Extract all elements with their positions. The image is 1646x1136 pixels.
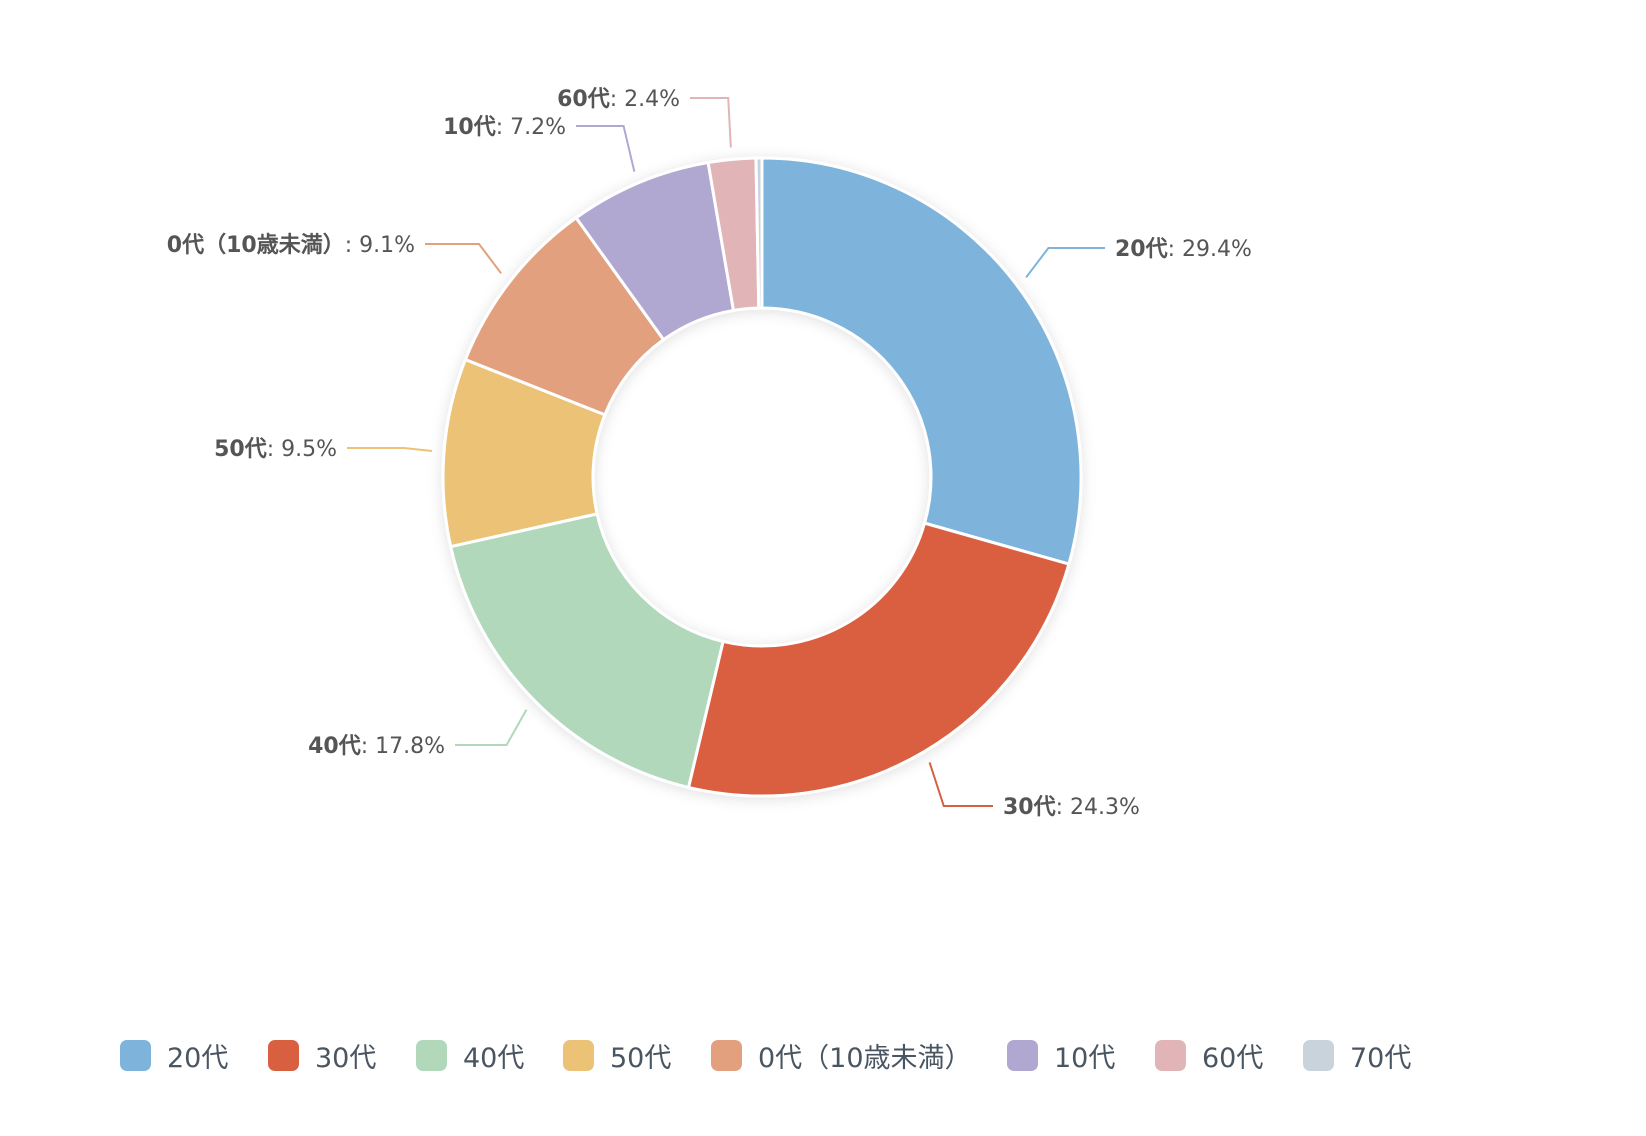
legend-item-6[interactable]: 60代 (1155, 1030, 1263, 1080)
data-label-6: 60代: 2.4% (557, 87, 680, 112)
legend-swatch (1155, 1039, 1186, 1071)
legend-item-0[interactable]: 20代 (120, 1030, 228, 1080)
data-label-4: 0代（10歳未満）: 9.1% (167, 232, 415, 258)
leader-line-0 (1025, 247, 1105, 279)
legend-label: 20代 (167, 1042, 229, 1074)
legend-label: 50代 (610, 1042, 672, 1074)
slice-1[interactable] (686, 521, 1071, 798)
data-label-1: 30代: 24.3% (1003, 795, 1140, 820)
leader-line-4 (425, 243, 502, 274)
legend-swatch (1007, 1039, 1038, 1071)
slice-2[interactable] (448, 512, 725, 790)
legend-swatch (1303, 1039, 1334, 1071)
data-label-2: 40代: 17.8% (308, 734, 445, 759)
legend-swatch (268, 1039, 299, 1071)
leader-line-5 (576, 125, 636, 172)
data-label-0: 20代: 29.4% (1115, 237, 1252, 262)
legend-label: 70代 (1350, 1042, 1412, 1074)
legend-item-7[interactable]: 70代 (1303, 1030, 1411, 1080)
legend: 20代 30代 40代 50代 0代（10歳未満） 10代 60代 70代 (0, 1030, 1646, 1080)
leader-line-6 (690, 97, 732, 148)
slice-7[interactable] (754, 156, 764, 310)
legend-label: 30代 (315, 1042, 377, 1074)
legend-item-5[interactable]: 10代 (1007, 1030, 1115, 1080)
legend-label: 40代 (463, 1042, 525, 1074)
donut-svg: 20代: 29.4% 30代: 24.3% 40代: 17.8% 50代: 9.5% 0… (167, 87, 1252, 820)
data-label-3: 50代: 9.5% (214, 437, 337, 462)
leader-line-3 (347, 447, 433, 453)
legend-swatch (563, 1039, 594, 1071)
legend-item-1[interactable]: 30代 (268, 1030, 376, 1080)
leader-line-1 (928, 762, 993, 807)
leader-line-2 (455, 709, 528, 746)
legend-label: 10代 (1054, 1042, 1116, 1074)
legend-swatch (416, 1039, 447, 1071)
slice-0[interactable] (760, 156, 1083, 566)
legend-swatch (120, 1039, 151, 1071)
data-label-5: 10代: 7.2% (443, 115, 566, 140)
legend-item-3[interactable]: 50代 (563, 1030, 671, 1080)
legend-item-2[interactable]: 40代 (416, 1030, 524, 1080)
legend-label: 60代 (1202, 1042, 1264, 1074)
legend-swatch (711, 1039, 742, 1071)
legend-item-4[interactable]: 0代（10歳未満） (711, 1030, 972, 1080)
legend-label: 0代（10歳未満） (758, 1042, 972, 1074)
